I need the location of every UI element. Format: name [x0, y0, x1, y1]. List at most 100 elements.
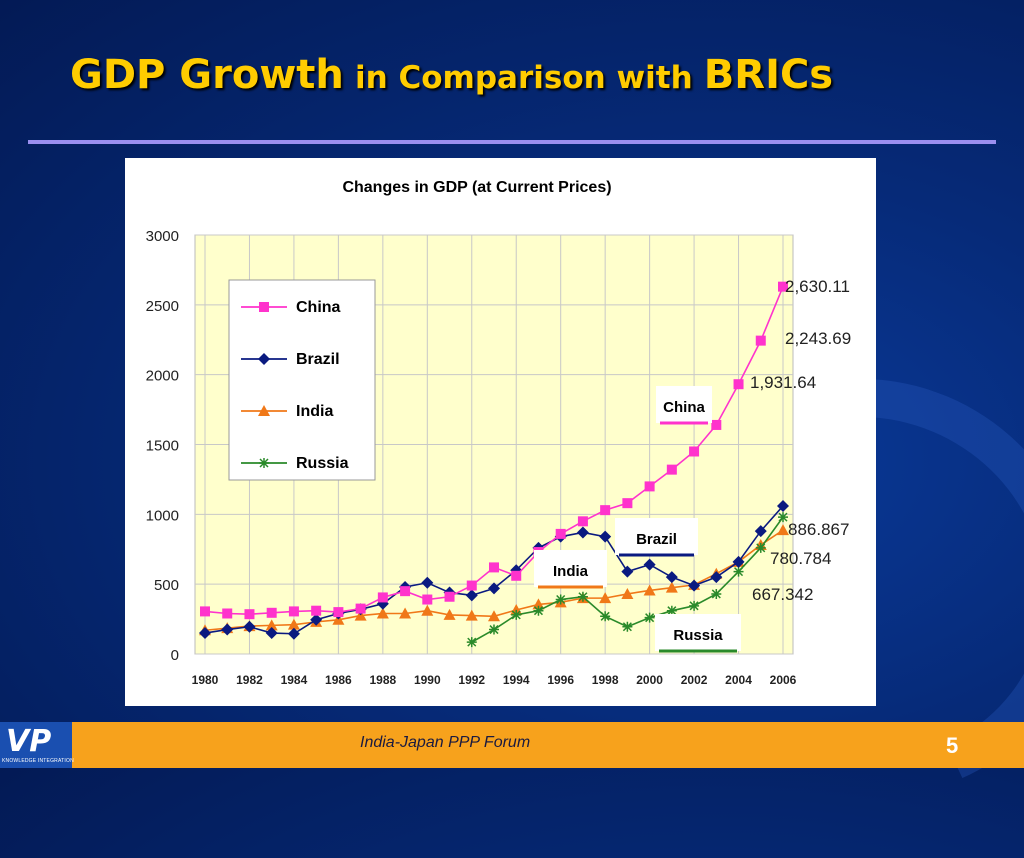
series-label-text: Russia — [673, 627, 723, 644]
data-point-brazil — [221, 623, 234, 636]
legend-item-india: India — [241, 403, 333, 420]
data-point-india — [665, 581, 678, 593]
x-tick-label: 1996 — [547, 673, 574, 687]
data-point-india — [287, 618, 300, 630]
data-point-brazil — [376, 597, 389, 610]
legend-marker — [259, 458, 269, 468]
legend-label: China — [296, 299, 341, 316]
data-point-russia — [511, 609, 522, 620]
footer-text: India-Japan PPP Forum — [360, 734, 531, 751]
data-point-brazil — [754, 525, 767, 538]
data-point-china — [244, 609, 255, 620]
series-russia — [466, 512, 788, 648]
data-point-russia — [533, 605, 544, 616]
value-label: 780.784 — [770, 549, 831, 568]
x-tick-label: 1988 — [369, 673, 396, 687]
data-point-india — [488, 610, 500, 622]
data-point-russia — [755, 542, 766, 553]
data-point-russia — [600, 611, 611, 622]
x-tick-label: 1998 — [592, 673, 619, 687]
data-point-brazil — [688, 579, 701, 592]
y-tick-label: 2500 — [146, 298, 179, 315]
data-point-india — [376, 607, 389, 619]
data-point-china — [355, 603, 366, 614]
x-tick-label: 1992 — [458, 673, 485, 687]
series-label-india: India — [534, 550, 607, 589]
x-tick-label: 2004 — [725, 673, 752, 687]
logo-mark: VP — [6, 724, 52, 759]
title-part-1: GDP Growth — [70, 52, 344, 98]
value-label: 2,630.11 — [785, 277, 850, 296]
data-point-china — [266, 607, 277, 618]
series-label-brazil: Brazil — [615, 518, 698, 557]
series-label-box — [655, 614, 741, 651]
data-point-china — [577, 516, 588, 527]
data-point-china — [511, 570, 522, 581]
x-tick-label: 1984 — [281, 673, 308, 687]
legend-box — [228, 279, 376, 481]
gdp-chart: Changes in GDP (at Current Prices) 0 500 1… — [146, 179, 852, 687]
data-point-russia — [666, 605, 677, 616]
value-label: 2,243.69 — [785, 329, 851, 348]
value-label: 1,931.64 — [750, 373, 816, 392]
data-point-russia — [644, 612, 655, 623]
data-point-brazil — [710, 571, 723, 584]
data-point-russia — [733, 566, 744, 577]
company-logo: VP KNOWLEDGE INTEGRATION — [0, 722, 74, 768]
series-label-china: China — [656, 386, 712, 425]
value-label: 886.867 — [788, 520, 849, 539]
data-point-russia — [489, 624, 499, 635]
data-point-china — [222, 608, 233, 619]
data-point-russia — [711, 588, 722, 599]
y-tick-label: 1500 — [146, 438, 179, 455]
chart-panel: Changes in GDP (at Current Prices) 0 500 1… — [125, 158, 876, 706]
data-point-china — [711, 419, 722, 430]
legend-label: Russia — [296, 455, 349, 472]
title-part-2: in Comparison with — [355, 60, 693, 96]
data-point-brazil — [665, 571, 678, 584]
y-tick-label: 2000 — [146, 368, 179, 385]
x-tick-label: 1990 — [414, 673, 441, 687]
data-point-brazil — [621, 565, 634, 578]
data-point-brazil — [576, 526, 589, 539]
data-point-china — [377, 592, 388, 603]
series-label-text: Brazil — [636, 531, 677, 548]
x-tick-label: 2006 — [770, 673, 797, 687]
data-point-india — [643, 584, 656, 596]
data-point-brazil — [265, 627, 278, 640]
legend-marker — [258, 405, 270, 416]
data-point-china — [666, 464, 677, 475]
x-tick-label: 1986 — [325, 673, 352, 687]
data-point-china — [689, 446, 700, 457]
footer-bar — [0, 722, 1024, 768]
data-point-china — [288, 606, 299, 617]
data-point-russia — [577, 591, 588, 602]
data-point-russia — [622, 621, 633, 632]
x-tick-label: 1982 — [236, 673, 263, 687]
title-divider — [28, 140, 996, 144]
data-point-brazil — [310, 613, 323, 626]
data-point-russia — [778, 512, 788, 523]
y-tick-label: 3000 — [146, 228, 179, 245]
y-tick-label: 0 — [171, 647, 179, 664]
x-tick-label: 1980 — [192, 673, 219, 687]
data-point-china — [644, 481, 655, 492]
data-point-india — [621, 587, 634, 599]
title-part-3: BRICs — [703, 52, 834, 98]
data-point-china — [778, 281, 788, 292]
series-label-russia: Russia — [655, 614, 741, 653]
data-point-india — [465, 609, 478, 621]
data-point-india — [265, 619, 278, 631]
legend-marker — [259, 302, 269, 312]
data-point-china — [555, 528, 566, 539]
data-point-china — [400, 586, 411, 597]
x-tick-label: 1994 — [503, 673, 530, 687]
chart-title: Changes in GDP (at Current Prices) — [342, 179, 611, 196]
data-point-brazil — [465, 589, 478, 602]
series-label-text: China — [663, 399, 705, 416]
series-label-text: India — [553, 563, 589, 580]
data-point-china — [489, 562, 499, 573]
x-tick-label: 2000 — [636, 673, 663, 687]
page-number: 5 — [946, 733, 959, 758]
data-point-brazil — [599, 530, 612, 543]
